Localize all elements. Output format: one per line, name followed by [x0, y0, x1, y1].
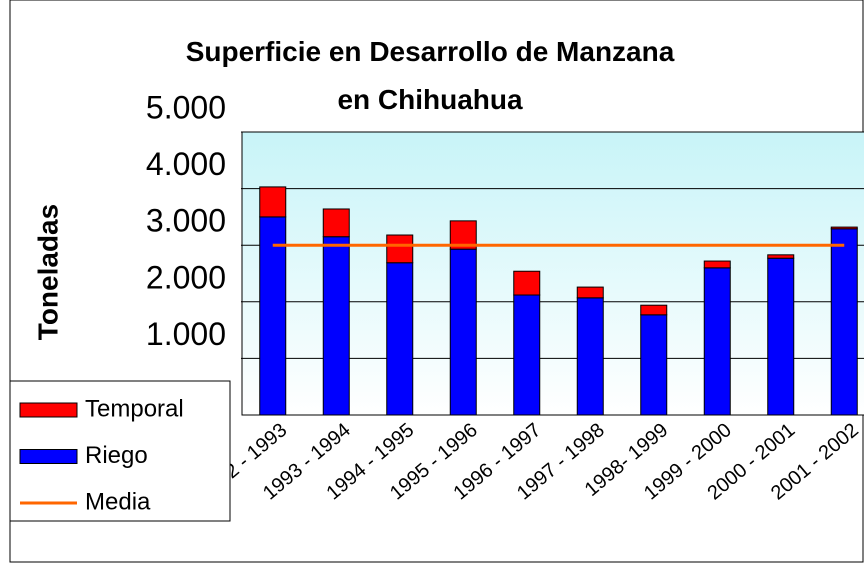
bar	[259, 216, 287, 416]
legend-swatch	[19, 449, 78, 464]
bar	[703, 260, 731, 269]
y-axis-label: Toneladas	[32, 204, 63, 340]
bar	[830, 226, 858, 230]
bar	[386, 262, 414, 416]
legend-label: Temporal	[85, 395, 184, 422]
bar	[830, 228, 858, 416]
bar	[449, 248, 477, 416]
bar	[259, 186, 287, 218]
chart-title: Superficie en Desarrollo de Manzana en C…	[185, 36, 675, 115]
bar	[513, 294, 541, 416]
y-tick-label: 4.000	[146, 146, 226, 182]
y-tick-label: 2.000	[146, 259, 226, 295]
bar	[703, 267, 731, 416]
legend-label: Media	[85, 488, 151, 515]
y-tick-label: 1.000	[146, 316, 226, 352]
bar	[576, 297, 604, 416]
bar	[640, 314, 668, 416]
bar	[767, 257, 795, 416]
bar	[576, 286, 604, 299]
legend-label: Riego	[85, 442, 148, 469]
bar	[640, 304, 668, 316]
legend-swatch	[19, 402, 78, 418]
bar	[322, 208, 350, 238]
bar	[767, 254, 795, 259]
y-tick-label: 5.000	[146, 89, 226, 125]
bar	[322, 236, 350, 416]
y-tick-label: 3.000	[146, 203, 226, 239]
bar	[513, 270, 541, 296]
bar	[386, 234, 414, 264]
